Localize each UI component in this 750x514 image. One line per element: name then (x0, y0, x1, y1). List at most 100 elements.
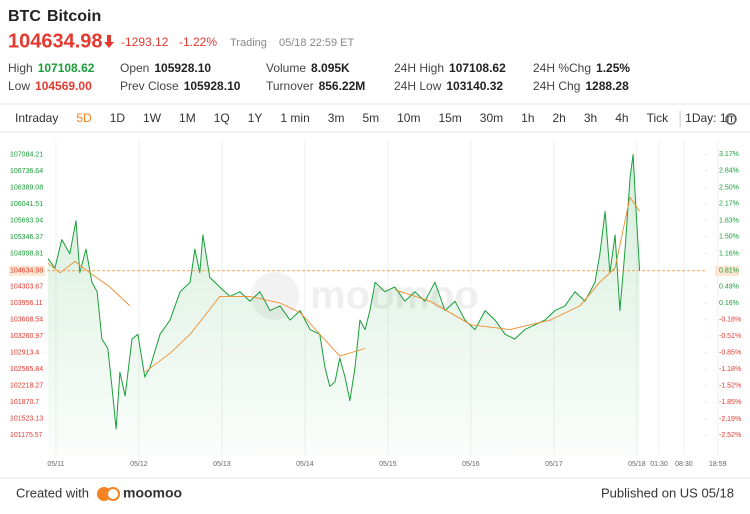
tab[interactable]: 1M (179, 111, 196, 125)
change: -1293.12 (121, 35, 169, 49)
line (47, 154, 641, 430)
y2-tick-label: 2.84% (719, 168, 739, 175)
x-tick-label: 05/17 (545, 461, 563, 468)
chart: moomoo05/1105/1205/1305/1405/1505/1605/1… (9, 140, 741, 468)
footer-published: Published on US 05/18 (601, 485, 734, 500)
y2-tick-label: 0.49% (719, 284, 739, 291)
tab[interactable]: 1 min (280, 111, 309, 125)
stat-value: 1.25% (596, 61, 630, 75)
stat-label: High (8, 61, 33, 75)
x-tick-label: 18:59 (709, 461, 727, 468)
tab[interactable]: 3m (328, 111, 345, 125)
name: Bitcoin (47, 8, 101, 25)
tab[interactable]: Intraday (15, 111, 58, 125)
y2-tick-label: -1.18% (719, 366, 741, 373)
icon-ring (725, 113, 737, 125)
stat-label: 24H High (394, 61, 444, 75)
stat-value: 104569.00 (35, 79, 92, 93)
tab[interactable]: 3h (584, 111, 597, 125)
x-tick-label: 05/11 (47, 461, 64, 468)
x-tick-label: 05/12 (130, 461, 148, 468)
stat-label: Prev Close (120, 79, 179, 93)
y2-tick-label: -2.52% (719, 432, 741, 439)
change-pct: -1.22% (179, 35, 217, 49)
tab[interactable]: 5m (362, 111, 379, 125)
y-tick-label: 106389.08 (10, 184, 43, 191)
y-tick-label: 107084.21 (10, 151, 43, 158)
y-tick-label: 104303.67 (10, 283, 43, 290)
stat-label: Open (120, 61, 149, 75)
y-tick-label: 104998.81 (10, 250, 43, 257)
tab[interactable]: 1Y (248, 111, 263, 125)
y2-tick-label: -0.85% (719, 350, 741, 357)
stat-value: 105928.10 (154, 61, 211, 75)
settings-icon[interactable] (725, 113, 737, 125)
footer-brand: moomoo (123, 485, 182, 501)
stat-value: 1288.28 (585, 79, 629, 93)
y-tick-label: 105693.94 (10, 217, 43, 224)
line (47, 196, 640, 373)
stat-label: 24H Chg (533, 79, 580, 93)
y2-tick-label: 1.83% (719, 217, 739, 224)
stat-value: 107108.62 (449, 61, 506, 75)
down-arrow (104, 35, 114, 48)
stat-label: Low (8, 79, 30, 93)
symbol: BTC (8, 8, 41, 25)
x-tick-label: 05/15 (379, 461, 397, 468)
area (47, 154, 640, 455)
x-tick-label: 05/16 (462, 461, 480, 468)
current-price-box (9, 265, 45, 276)
x-tick-label: 01:30 (650, 461, 668, 468)
stat-label: 24H %Chg (533, 61, 591, 75)
footer-created: Created with (16, 485, 89, 500)
y-tick-label: 101870.7 (10, 399, 39, 406)
price: 104634.98 (8, 30, 103, 52)
y2-tick-label: 1.16% (719, 250, 739, 257)
stat-label: Volume (266, 61, 306, 75)
x-tick-label: 05/14 (296, 461, 314, 468)
y-tick-label: 103608.54 (10, 316, 43, 323)
current-price-label: 104634.98 (10, 268, 43, 275)
setting[interactable]: 1Day: 1m (685, 111, 736, 125)
y-tick-label: 103260.97 (10, 333, 43, 340)
status: Trading (230, 37, 267, 49)
y-tick-label: 102565.84 (10, 366, 43, 373)
current-pct-label: 0.81% (719, 268, 739, 275)
tab[interactable]: 2h (553, 111, 566, 125)
stat-label: 24H Low (394, 79, 442, 93)
y2-tick-label: 0.16% (719, 300, 739, 307)
y2-tick-label: -1.52% (719, 383, 741, 390)
tab[interactable]: 1h (521, 111, 534, 125)
y2-tick-label: -0.51% (719, 333, 741, 340)
current-pct-box (715, 265, 739, 276)
tab[interactable]: 10m (397, 111, 420, 125)
tab[interactable]: 30m (480, 111, 503, 125)
y-tick-label: 102913.4 (10, 349, 39, 356)
stat-label: Turnover (266, 79, 314, 93)
y-tick-label: 106736.64 (10, 168, 43, 175)
y-tick-label: 101175.57 (10, 432, 43, 439)
y2-tick-label: -1.85% (719, 399, 741, 406)
stat-value: 103140.32 (446, 79, 503, 93)
y-tick-label: 105346.37 (10, 234, 43, 241)
footer-logo (97, 487, 120, 501)
x-tick-label: 08:30 (675, 461, 693, 468)
y-tick-label: 102218.27 (10, 382, 43, 389)
y2-tick-label: -0.18% (719, 317, 741, 324)
tab[interactable]: 5D (76, 111, 92, 125)
x-tick-label: 05/18 (628, 461, 646, 468)
stat-value: 8.095K (311, 61, 350, 75)
y2-tick-label: 3.17% (719, 151, 739, 158)
stat-value: 107108.62 (38, 61, 95, 75)
tab[interactable]: 1Q (214, 111, 230, 125)
tab[interactable]: Tick (647, 111, 670, 125)
y-tick-label: 101523.13 (10, 415, 43, 422)
tab[interactable]: 15m (438, 111, 461, 125)
tab[interactable]: 1W (143, 111, 162, 125)
stat-value: 105928.10 (184, 79, 241, 93)
tab[interactable]: 4h (615, 111, 628, 125)
y2-tick-label: -2.19% (719, 416, 741, 423)
time: 05/18 22:59 ET (279, 37, 355, 49)
tab[interactable]: 1D (110, 111, 126, 125)
